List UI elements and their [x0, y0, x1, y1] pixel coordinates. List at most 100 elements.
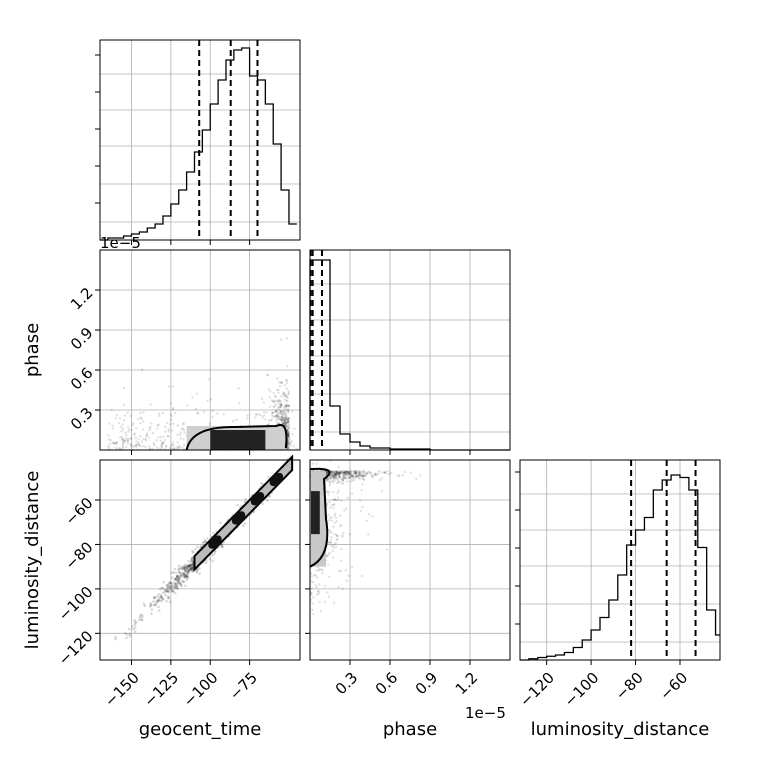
scatter-point: [361, 471, 364, 474]
histogram-steps: [100, 47, 297, 241]
scatter-point: [155, 595, 159, 598]
scatter-point: [174, 577, 177, 581]
scatter-point: [150, 604, 153, 608]
scatter-point: [280, 403, 283, 407]
scatter-point: [156, 599, 160, 603]
scatter-point: [184, 575, 187, 578]
scatter-point: [336, 473, 339, 476]
scatter-point: [279, 405, 283, 408]
scatter-point: [287, 435, 291, 438]
scatter-point: [288, 437, 291, 441]
scatter-point: [340, 548, 343, 551]
scatter-point: [283, 417, 287, 421]
scatter-point: [153, 603, 157, 606]
scatter-point: [182, 422, 185, 425]
scatter-point: [166, 434, 170, 438]
scatter-point: [166, 587, 169, 591]
scatter-point: [119, 436, 122, 439]
scatter-point: [409, 471, 412, 474]
scatter-point: [286, 396, 289, 399]
scatter-point: [274, 403, 277, 406]
scatter-point: [175, 584, 179, 588]
scatter-point: [278, 385, 282, 388]
scatter-point: [139, 613, 142, 617]
scatter-point: [350, 472, 353, 475]
scatter-point: [359, 509, 362, 513]
scatter-point: [107, 446, 110, 450]
scatter-point: [176, 574, 179, 578]
scatter-point: [286, 418, 289, 421]
scatter-point: [277, 399, 280, 403]
scatter-point: [285, 425, 289, 428]
scatter-point: [360, 574, 364, 578]
scatter-point: [128, 428, 131, 431]
scatter-point: [342, 474, 345, 477]
x-tick-label: −80: [612, 669, 647, 704]
scatter-point: [341, 479, 345, 482]
scatter-point: [166, 589, 170, 593]
scatter-point: [125, 433, 128, 437]
scatter-point: [332, 477, 336, 481]
scatter-point: [267, 419, 271, 422]
density-contour: [185, 424, 288, 451]
scatter-point: [311, 462, 314, 465]
scatter-point: [108, 422, 111, 425]
scatter-point: [124, 431, 127, 434]
scatter-point: [277, 412, 280, 416]
scatter-point: [363, 474, 366, 477]
scatter-point: [213, 552, 216, 556]
scatter-point: [276, 407, 280, 410]
scatter-point: [184, 584, 187, 588]
scatter-point: [343, 471, 346, 474]
scatter-point: [133, 618, 136, 622]
scatter-point: [279, 395, 283, 398]
grid: [100, 460, 300, 660]
scatter-point: [354, 471, 357, 475]
scatter-point: [312, 612, 315, 616]
scatter-point: [186, 571, 190, 575]
scatter-point: [347, 476, 350, 480]
scatter-point: [207, 378, 211, 381]
scatter-point: [165, 585, 169, 589]
scatter-point: [182, 571, 185, 575]
scatter-point: [144, 446, 147, 449]
scatter-point: [274, 414, 278, 418]
scatter-point: [347, 472, 350, 475]
scatter-point: [142, 602, 146, 606]
scatter-point: [158, 414, 161, 417]
scatter-point: [279, 399, 282, 403]
scatter-point: [374, 473, 378, 476]
scatter-point: [159, 599, 163, 603]
scatter-point: [345, 470, 348, 473]
scatter-point: [356, 474, 359, 478]
scatter-point: [337, 586, 340, 589]
scatter-point: [333, 498, 336, 502]
scatter-point: [281, 392, 285, 395]
scatter-point: [321, 569, 324, 572]
scatter-point: [203, 540, 207, 544]
scatter-point: [349, 475, 352, 479]
scatter-point: [287, 389, 290, 393]
scatter-point: [121, 446, 124, 450]
x-tick-label: −100: [561, 669, 603, 711]
scatter-point: [354, 470, 358, 473]
scatter-point: [177, 570, 181, 573]
scatter-point: [133, 621, 137, 624]
scatter-point: [201, 541, 205, 544]
axes-frame: [519, 459, 721, 661]
scatter-point: [277, 402, 281, 406]
y-tick-label: 0.9: [67, 324, 97, 354]
scatter-point: [177, 446, 180, 450]
scatter-point: [171, 422, 175, 426]
scatter-point: [342, 531, 345, 535]
scatter-point: [141, 420, 145, 423]
scatter-point: [285, 403, 288, 406]
scatter-point: [344, 471, 347, 474]
scatter-point: [384, 471, 387, 474]
scatter-point: [173, 567, 177, 571]
scatter-point: [153, 603, 156, 607]
scatter-point: [315, 593, 319, 596]
scatter-point: [177, 576, 181, 580]
x-tick-label: −125: [140, 669, 182, 711]
scatter-point: [156, 598, 160, 602]
